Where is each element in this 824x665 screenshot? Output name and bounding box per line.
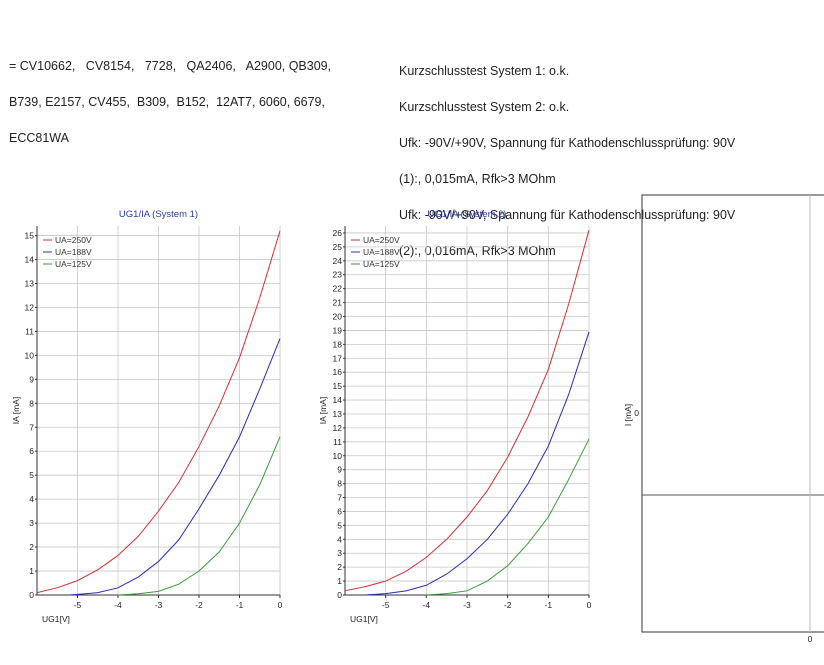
x-tick-label: -3 [463,600,471,610]
y-axis-label: I [mA] [623,404,633,426]
y-tick-label: 13 [333,409,343,419]
legend-label: UA=250V [363,235,400,245]
y-tick-label: 18 [333,339,343,349]
y-tick-label: 6 [337,506,342,516]
y-tick-label: 11 [25,326,34,336]
test-line: Kurzschlusstest System 2: o.k. [399,100,570,114]
y-tick-label: 2 [29,542,34,552]
y-tick-label: 9 [337,465,342,475]
x-axis-label: UG1[V] [42,614,70,624]
test-line: (2):, 0,016mA, Rfk>3 MOhm [399,244,556,258]
test-line: (1):, 0,015mA, Rfk>3 MOhm [399,172,556,186]
y-tick-label: 0 [29,590,34,600]
y-axis-label: IA [mA] [11,397,21,424]
x-tick-label: -4 [423,600,431,610]
y-tick-label: 3 [29,518,34,528]
x-tick-label: -2 [195,600,203,610]
x-tick-label: -1 [545,600,553,610]
y-tick-label: 22 [333,284,343,294]
legend-label: UA=125V [363,259,400,269]
y-tick-label: 8 [337,479,342,489]
equivalents-line: B739, E2157, CV455, B309, B152, 12AT7, 6… [9,95,325,109]
y-tick-label: 20 [333,312,343,322]
y-tick-label: 25 [333,242,343,252]
legend-label: UA=125V [55,259,92,269]
y-tick-label: 12 [25,302,35,312]
x-tick-label: 0 [808,634,813,644]
y-tick-label: 9 [29,374,34,384]
y-tick-label: 21 [333,298,343,308]
y-tick-label: 4 [29,494,34,504]
y-tick-label: 10 [25,350,35,360]
y-tick-label: 15 [333,381,343,391]
chart-3: I [mA] 00 [623,194,824,644]
y-tick-label: 26 [333,228,343,238]
series-line-ua-250v [344,230,590,592]
chart-2: UG1/IA (System 2)01234567891011121314151… [318,209,592,624]
y-axis-label: IA [mA] [318,397,328,424]
x-axis-label: UG1[V] [350,614,378,624]
x-tick-label: -4 [114,600,122,610]
x-tick-label: -1 [236,600,244,610]
y-tick-label: 12 [333,423,343,433]
y-tick-label: 6 [29,446,34,456]
y-tick-label: 11 [333,437,342,447]
series-line-ua-125v [117,436,281,596]
y-tick-label: 5 [29,470,34,480]
test-line: Kurzschlusstest System 1: o.k. [399,64,570,78]
y-tick-label: 0 [337,590,342,600]
y-tick-label: 19 [333,325,343,335]
y-tick-label: 3 [337,548,342,558]
y-tick-label: 5 [337,520,342,530]
equivalents-line: = CV10662, CV8154, 7728, QA2406, A2900, … [9,59,332,73]
y-tick-label: 15 [25,231,35,241]
tube-equivalents: = CV10662, CV8154, 7728, QA2406, A2900, … [9,36,331,156]
y-tick-label: 13 [25,279,35,289]
y-tick-label: 0 [634,408,639,418]
y-tick-label: 16 [333,367,343,377]
y-tick-label: 8 [29,398,34,408]
chart-title: UG1/IA (System 1) [119,209,198,220]
y-tick-label: 10 [333,451,343,461]
plot-frame [641,194,824,633]
chart-1: UG1/IA (System 1)0123456789101112131415-… [11,209,283,624]
legend-label: UA=188V [363,247,400,257]
test-results: Kurzschlusstest System 1: o.k. Kurzschlu… [399,41,735,269]
y-tick-label: 7 [337,493,342,503]
x-tick-label: -3 [155,600,163,610]
x-tick-label: -5 [382,600,390,610]
y-tick-label: 14 [333,395,343,405]
y-tick-label: 2 [337,562,342,572]
series-line-ua-188v [69,338,281,596]
y-tick-label: 7 [29,422,34,432]
y-tick-label: 23 [333,270,343,280]
y-tick-label: 4 [337,534,342,544]
series-line-ua-188v [365,331,590,596]
legend-label: UA=250V [55,235,92,245]
legend-label: UA=188V [55,247,92,257]
y-tick-label: 14 [25,255,35,265]
series-line-ua-125v [426,438,590,596]
y-tick-label: 1 [29,566,34,576]
x-tick-label: -5 [74,600,82,610]
y-tick-label: 1 [337,576,342,586]
test-line: Ufk: -90V/+90V, Spannung für Kathodensch… [399,136,736,150]
series-line-ua-250v [36,230,281,594]
x-tick-label: -2 [504,600,512,610]
chart-title: UG1/IA (System 2) [427,209,506,220]
test-line: Ufk: -90V/+90V, Spannung für Kathodensch… [399,208,736,222]
y-tick-label: 24 [333,256,343,266]
equivalents-line: ECC81WA [9,131,69,145]
x-tick-label: 0 [278,600,283,610]
x-tick-label: 0 [587,600,592,610]
y-tick-label: 17 [333,353,343,363]
